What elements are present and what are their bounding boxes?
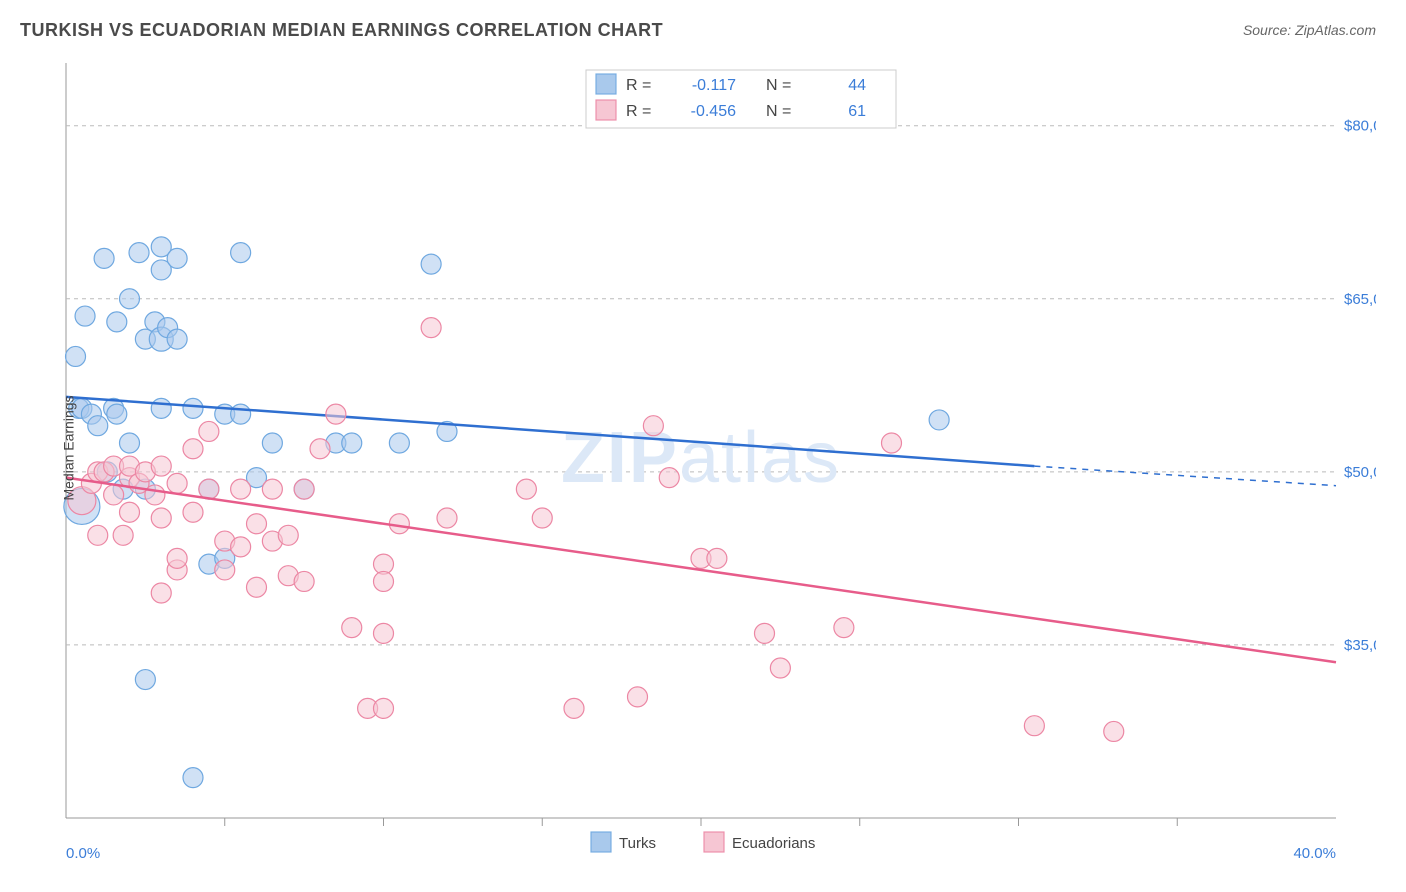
data-point — [643, 416, 663, 436]
y-tick-label: $65,000 — [1344, 291, 1376, 308]
data-point — [107, 312, 127, 332]
data-point — [151, 508, 171, 528]
data-point — [532, 508, 552, 528]
data-point — [564, 698, 584, 718]
source-name: ZipAtlas.com — [1295, 22, 1376, 38]
y-tick-label: $50,000 — [1344, 464, 1376, 481]
data-point — [66, 346, 86, 366]
data-point — [247, 577, 267, 597]
data-point — [755, 623, 775, 643]
data-point — [129, 243, 149, 263]
stats-n-value: 61 — [848, 103, 866, 120]
data-point — [199, 421, 219, 441]
data-point — [183, 439, 203, 459]
data-point — [707, 548, 727, 568]
y-axis-label: Median Earnings — [61, 395, 77, 500]
legend-label: Ecuadorians — [732, 835, 815, 852]
data-point — [135, 670, 155, 690]
data-point — [247, 514, 267, 534]
data-point — [326, 404, 346, 424]
data-point — [231, 243, 251, 263]
data-point — [231, 404, 251, 424]
data-point — [94, 248, 114, 268]
data-point — [183, 768, 203, 788]
chart-title: TURKISH VS ECUADORIAN MEDIAN EARNINGS CO… — [20, 20, 663, 41]
data-point — [231, 537, 251, 557]
data-point — [183, 502, 203, 522]
data-point — [421, 318, 441, 338]
data-point — [183, 398, 203, 418]
data-point — [770, 658, 790, 678]
data-point — [113, 525, 133, 545]
x-min-label: 0.0% — [66, 845, 100, 862]
data-point — [88, 525, 108, 545]
data-point — [262, 479, 282, 499]
stats-r-label: R = — [626, 103, 651, 120]
data-point — [167, 473, 187, 493]
data-point — [107, 404, 127, 424]
data-point — [628, 687, 648, 707]
y-tick-label: $80,000 — [1344, 118, 1376, 135]
data-point — [231, 479, 251, 499]
stats-r-label: R = — [626, 77, 651, 94]
y-tick-label: $35,000 — [1344, 637, 1376, 654]
data-point — [151, 398, 171, 418]
data-point — [145, 485, 165, 505]
data-point — [421, 254, 441, 274]
stats-r-value: -0.456 — [691, 103, 736, 120]
stats-r-value: -0.117 — [692, 77, 736, 94]
stats-swatch — [596, 74, 616, 94]
data-point — [1104, 721, 1124, 741]
data-point — [167, 329, 187, 349]
data-point — [374, 623, 394, 643]
x-max-label: 40.0% — [1293, 845, 1336, 862]
trend-line-extension — [1034, 466, 1336, 486]
data-point — [374, 698, 394, 718]
scatter-chart: $35,000 $50,000 $65,000 $80,000 0.0% 40.0% ZIP… — [46, 58, 1376, 878]
data-point — [104, 485, 124, 505]
data-point — [262, 433, 282, 453]
data-point — [516, 479, 536, 499]
data-point — [120, 433, 140, 453]
data-point — [88, 416, 108, 436]
data-point — [215, 560, 235, 580]
data-point — [294, 479, 314, 499]
data-point — [342, 618, 362, 638]
stats-n-label: N = — [766, 77, 791, 94]
data-point — [374, 571, 394, 591]
source-prefix: Source: — [1243, 22, 1295, 38]
data-point — [75, 306, 95, 326]
legend-swatch — [704, 832, 724, 852]
watermark: ZIPatlas — [561, 418, 841, 498]
data-point — [167, 248, 187, 268]
data-point — [278, 525, 298, 545]
data-point — [120, 289, 140, 309]
source-attribution: Source: ZipAtlas.com — [1243, 22, 1376, 38]
data-point — [1024, 716, 1044, 736]
data-point — [834, 618, 854, 638]
data-point — [389, 433, 409, 453]
chart-container: Median Earnings $35,000 $50,000 $65,000 $80… — [46, 58, 1376, 838]
data-point — [929, 410, 949, 430]
data-point — [120, 502, 140, 522]
data-point — [310, 439, 330, 459]
legend-label: Turks — [619, 835, 656, 852]
data-point — [659, 468, 679, 488]
data-point — [294, 571, 314, 591]
data-point — [342, 433, 362, 453]
trend-line — [66, 478, 1336, 663]
data-point — [151, 456, 171, 476]
stats-swatch — [596, 100, 616, 120]
data-point — [882, 433, 902, 453]
data-point — [437, 508, 457, 528]
stats-n-value: 44 — [848, 77, 866, 94]
stats-n-label: N = — [766, 103, 791, 120]
data-point — [389, 514, 409, 534]
legend-swatch — [591, 832, 611, 852]
data-point — [167, 548, 187, 568]
data-point — [151, 583, 171, 603]
